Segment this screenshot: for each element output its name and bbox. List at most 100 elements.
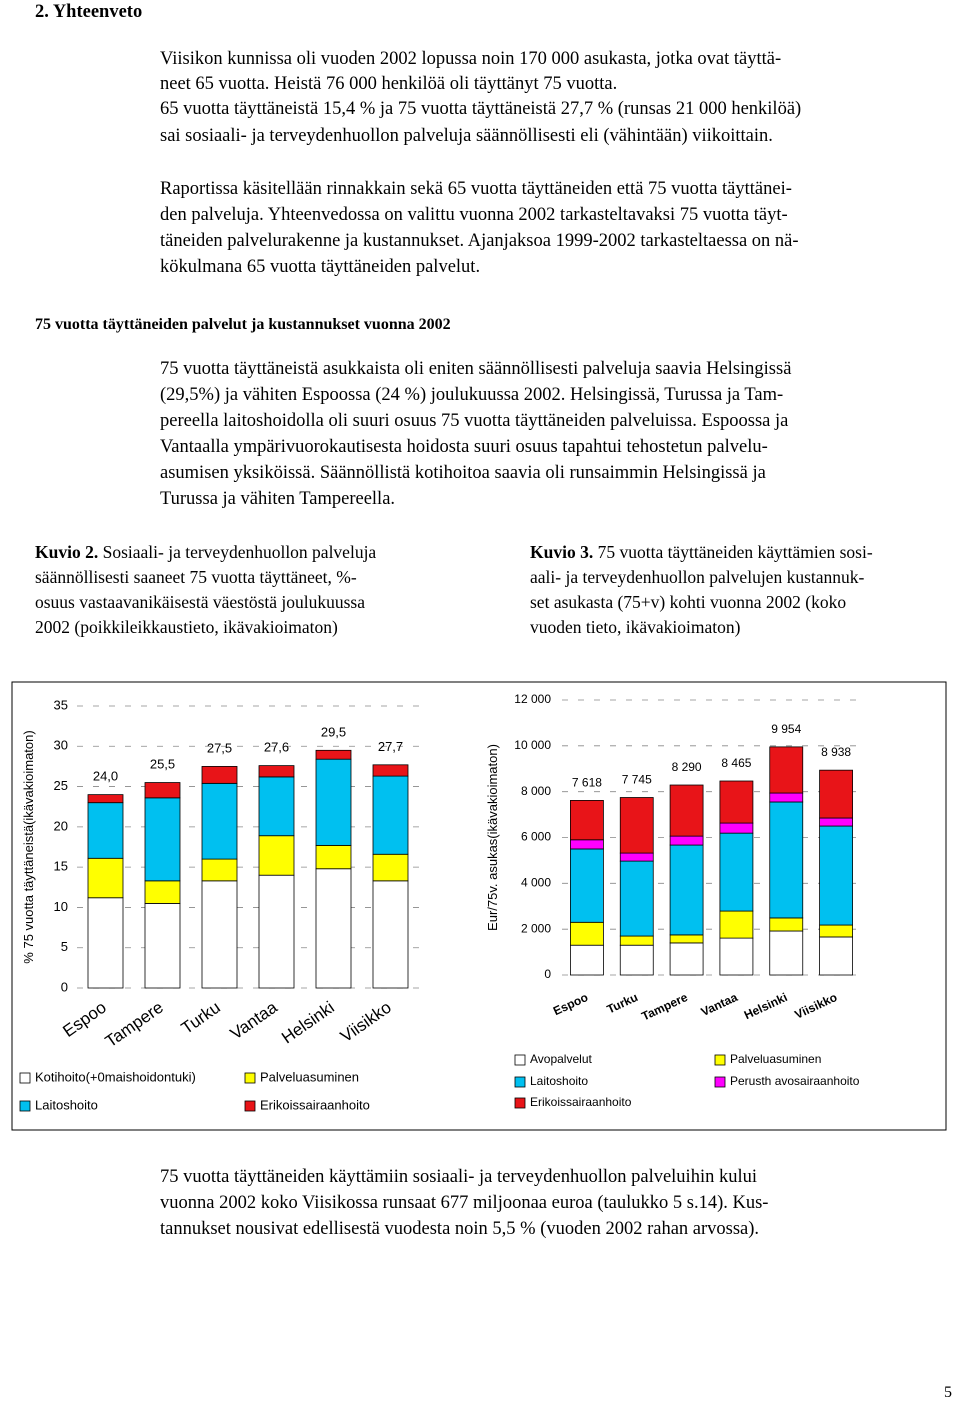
legend-label: Erikoissairaanhoito bbox=[530, 1095, 632, 1109]
total-label: 9 954 bbox=[771, 722, 801, 736]
page-number: 5 bbox=[944, 1384, 952, 1401]
bar-segment bbox=[669, 784, 704, 837]
figure-caption: Kuvio 2. Sosiaali- ja terveydenhuollon p… bbox=[35, 540, 376, 565]
bar-segment bbox=[819, 936, 853, 976]
bar-segment bbox=[372, 775, 409, 855]
bar-segment bbox=[87, 897, 124, 989]
text-line: täneiden palvelurakenne ja kustannukset.… bbox=[160, 231, 799, 251]
y-axis-label: Eur/75v. asukas(ikävakioimaton) bbox=[485, 744, 500, 931]
y-tick-label: 0 bbox=[61, 979, 68, 994]
legend-label: Palveluasuminen bbox=[730, 1052, 821, 1066]
bar-segment bbox=[819, 769, 853, 819]
legend-label: Laitoshoito bbox=[530, 1074, 588, 1088]
text-line: vuonna 2002 koko Viisikossa runsaat 677 … bbox=[160, 1193, 769, 1213]
text-line: kökulmana 65 vuotta täyttäneiden palvelu… bbox=[160, 257, 481, 277]
bar-segment bbox=[258, 874, 295, 989]
bar-segment bbox=[769, 930, 804, 976]
bar-segment bbox=[570, 839, 604, 850]
x-tick-label: Tampere bbox=[102, 998, 167, 1052]
text-line: 65 vuotta täyttäneistä 15,4 % ja 75 vuot… bbox=[160, 99, 802, 119]
legend-label: Laitoshoito bbox=[35, 1097, 98, 1112]
bar-segment bbox=[570, 800, 604, 841]
bar-segment bbox=[315, 749, 352, 760]
bar-segment bbox=[144, 797, 181, 882]
y-tick-label: 10 000 bbox=[514, 738, 551, 752]
y-tick-label: 25 bbox=[54, 778, 68, 793]
text-line: Raportissa käsitellään rinnakkain sekä 6… bbox=[160, 179, 792, 199]
bar-segment bbox=[619, 944, 654, 976]
x-tick-label: Turku bbox=[178, 998, 224, 1038]
bar-segment bbox=[372, 764, 409, 777]
caption-line: aali- ja terveydenhuollon palvelujen kus… bbox=[530, 567, 865, 587]
figure-label: Kuvio 3. bbox=[530, 542, 594, 562]
y-tick-label: 20 bbox=[54, 818, 68, 833]
legend-swatch bbox=[714, 1076, 726, 1088]
legend-swatch bbox=[514, 1097, 526, 1109]
legend-label: Erikoissairaanhoito bbox=[260, 1097, 370, 1112]
bar-segment bbox=[315, 758, 352, 846]
bar-segment bbox=[619, 860, 654, 937]
bar-segment bbox=[315, 868, 352, 989]
text-line: neet 65 vuotta. Heistä 76 000 henkilöä o… bbox=[160, 74, 618, 94]
bar-segment bbox=[258, 765, 295, 778]
text-line: sai sosiaali- ja terveydenhuollon palvel… bbox=[160, 126, 773, 146]
y-tick-label: 4 000 bbox=[521, 876, 551, 890]
caption-line: 2002 (poikkileikkaustieto, ikävakioimato… bbox=[35, 617, 338, 637]
y-tick-label: 10 bbox=[54, 899, 68, 914]
total-label: 24,0 bbox=[93, 769, 118, 784]
legend-swatch bbox=[714, 1054, 726, 1066]
total-label: 27,6 bbox=[264, 740, 289, 755]
bar-segment bbox=[769, 746, 804, 794]
bar-segment bbox=[719, 780, 754, 824]
caption-line: säännöllisesti saaneet 75 vuotta täyttän… bbox=[35, 567, 357, 587]
legend-swatch bbox=[19, 1072, 31, 1084]
x-tick-label: Viisikko bbox=[793, 990, 840, 1022]
bar-segment bbox=[570, 848, 604, 923]
bar-segment bbox=[87, 802, 124, 859]
legend-swatch bbox=[514, 1076, 526, 1088]
text-line: 75 vuotta täyttäneistä asukkaista oli en… bbox=[160, 359, 792, 379]
bar-segment bbox=[201, 880, 238, 989]
y-tick-label: 6 000 bbox=[521, 830, 551, 844]
x-tick-label: Tampere bbox=[639, 990, 690, 1024]
legend-swatch bbox=[19, 1100, 31, 1112]
bar-segment bbox=[619, 797, 654, 854]
page-header: 2. Yhteenveto bbox=[35, 2, 143, 22]
x-tick-label: Helsinki bbox=[278, 998, 338, 1048]
x-tick-label: Viisikko bbox=[337, 998, 395, 1046]
bar-segment bbox=[669, 835, 704, 846]
bar-segment bbox=[769, 801, 804, 919]
bar-segment bbox=[87, 857, 124, 899]
total-label: 29,5 bbox=[321, 724, 346, 739]
text-line: Turussa ja vähiten Tampereella. bbox=[160, 489, 396, 509]
y-tick-label: 2 000 bbox=[521, 921, 551, 935]
figure-frame bbox=[11, 681, 947, 1131]
y-tick-label: 0 bbox=[544, 967, 551, 981]
bar-segment bbox=[719, 910, 754, 939]
bar-segment bbox=[201, 858, 238, 882]
text-line: 75 vuotta täyttäneiden käyttämiin sosiaa… bbox=[160, 1167, 757, 1187]
bar-segment bbox=[719, 822, 754, 834]
text-line: asumisen yksiköissä. Säännöllistä kotiho… bbox=[160, 463, 766, 483]
bar-segment bbox=[719, 832, 754, 912]
legend-swatch bbox=[244, 1072, 256, 1084]
bar-segment bbox=[144, 880, 181, 904]
x-tick-label: Vantaa bbox=[227, 997, 281, 1043]
text-line: pereella laitoshoidolla oli suuri osuus … bbox=[160, 411, 789, 431]
bar-segment bbox=[258, 835, 295, 876]
caption-line: Sosiaali- ja terveydenhuollon palveluja bbox=[102, 542, 377, 562]
y-tick-label: 8 000 bbox=[521, 784, 551, 798]
bar-segment bbox=[819, 825, 853, 926]
total-label: 27,5 bbox=[207, 740, 232, 755]
total-label: 7 618 bbox=[572, 775, 602, 789]
x-tick-label: Turku bbox=[605, 990, 640, 1016]
caption-line: vuoden tieto, ikävakioimaton) bbox=[530, 617, 741, 637]
bar-segment bbox=[669, 844, 704, 936]
figure-caption: Kuvio 3. 75 vuotta täyttäneiden käyttämi… bbox=[530, 540, 873, 565]
legend-swatch bbox=[244, 1100, 256, 1112]
total-label: 25,5 bbox=[150, 757, 175, 772]
x-tick-label: Helsinki bbox=[742, 990, 790, 1022]
figure-label: Kuvio 2. bbox=[35, 542, 99, 562]
bar-segment bbox=[819, 924, 853, 938]
